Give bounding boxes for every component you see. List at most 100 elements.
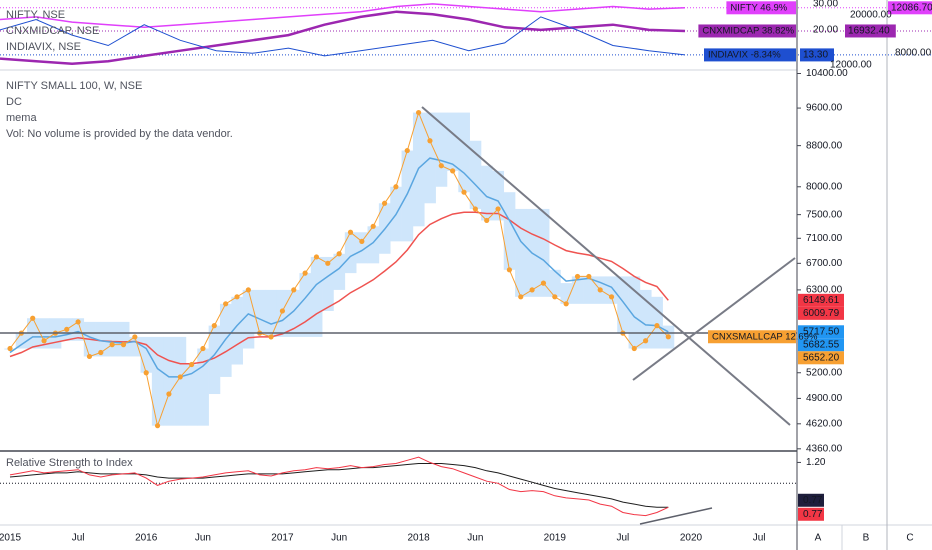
- price-dot: [574, 273, 581, 280]
- channel-band: [333, 253, 346, 290]
- price-dot: [291, 287, 297, 293]
- legend-text: NIFTY, NSE: [6, 9, 65, 21]
- channel-band: [401, 150, 414, 242]
- price-dot: [608, 294, 615, 300]
- y-tick-label: 7500.00: [806, 209, 843, 220]
- x-tick-label: Jul: [753, 533, 766, 544]
- price-dot: [461, 189, 467, 195]
- series-tag-label: CNXSMALLCAP 12.69%: [712, 331, 818, 342]
- price-dot: [643, 338, 649, 344]
- channel-band: [208, 325, 221, 395]
- y-tick-label: 6300.00: [806, 285, 843, 296]
- channel-band: [299, 273, 312, 337]
- price-dot: [98, 349, 104, 356]
- channel-band: [537, 208, 550, 297]
- x-tick-label: 2019: [544, 533, 567, 544]
- price-dot: [30, 315, 36, 321]
- pane-button[interactable]: B: [863, 533, 870, 544]
- y-tick-label: 7100.00: [806, 233, 843, 244]
- legend-text: DC: [6, 96, 22, 108]
- channel-band: [106, 321, 119, 357]
- x-tick-label: 2017: [271, 533, 294, 544]
- value-tag-label: 12086.70: [891, 2, 932, 13]
- value-tag: [798, 493, 824, 507]
- x-tick-label: 2018: [407, 533, 430, 544]
- price-dot: [75, 319, 81, 325]
- price-dot: [7, 345, 13, 352]
- price-dot: [631, 345, 637, 352]
- legend-text: CNXMIDCAP, NSE: [6, 25, 99, 37]
- price-dot: [336, 251, 342, 257]
- price-dot: [154, 423, 161, 429]
- y-tick-label: 9600.00: [806, 103, 843, 114]
- channel-band: [310, 256, 323, 337]
- price-dot: [86, 353, 93, 360]
- y-tick-label: 1.20: [806, 457, 826, 468]
- x-tick-label: 2015: [0, 533, 22, 544]
- channel-band: [481, 165, 493, 221]
- price-tag: [798, 293, 844, 307]
- channel-band: [95, 321, 107, 357]
- price-dot: [665, 334, 671, 340]
- channel-band: [140, 336, 153, 373]
- pane-button[interactable]: A: [815, 533, 822, 544]
- value-tag-label: 13.30: [803, 50, 828, 61]
- channel-band: [617, 276, 629, 334]
- channel-band: [605, 276, 618, 304]
- price-tag: [798, 338, 844, 352]
- price-dot: [41, 338, 47, 344]
- value-tag: [888, 1, 932, 15]
- ema-line: [9, 157, 669, 378]
- trend-line: [639, 507, 713, 525]
- chart-title: Relative Strength to Index: [6, 457, 133, 469]
- channel-band: [265, 289, 278, 337]
- series-tag-label: CNXMIDCAP 38.82%: [702, 25, 794, 36]
- price-dot: [654, 323, 660, 329]
- pane-button[interactable]: C: [906, 533, 913, 544]
- compare-line: [0, 3, 686, 29]
- channel-band: [231, 296, 243, 365]
- value-tag-label: 0.77: [803, 495, 823, 506]
- y-tick-label: 20.00: [813, 25, 838, 36]
- legend-text: mema: [6, 112, 37, 124]
- axis-label: 12000.00: [830, 60, 872, 71]
- value-tag-label: 0.77: [803, 509, 823, 520]
- price-dot: [381, 200, 388, 206]
- price-dot: [109, 342, 115, 348]
- price-dot: [495, 206, 501, 212]
- channel-band: [560, 283, 573, 304]
- y-tick-label: 4620.00: [806, 418, 843, 429]
- channel-band: [185, 364, 198, 426]
- channel-band: [356, 232, 368, 264]
- channel-band: [435, 112, 448, 187]
- main-layer: [0, 3, 686, 517]
- price-tag-label: 6149.61: [803, 295, 840, 306]
- trend-line: [632, 257, 796, 381]
- channel-band: [492, 170, 505, 221]
- legend-text: Vol: No volume is provided by the data v…: [6, 128, 233, 140]
- x-tick-label: Jul: [617, 533, 630, 544]
- channel-band: [129, 336, 141, 357]
- y-tick-label: 6700.00: [806, 258, 843, 269]
- axis-label: 20000.00: [850, 10, 892, 21]
- price-dot: [211, 323, 217, 329]
- price-dot: [450, 168, 456, 174]
- price-dot: [540, 280, 547, 286]
- price-dot: [200, 345, 206, 352]
- channel-band: [583, 276, 595, 304]
- channel-band: [515, 208, 527, 297]
- channel-band: [322, 256, 334, 311]
- axis-label: 8000.00: [895, 48, 932, 59]
- price-tag: [798, 306, 844, 320]
- price-tag: [798, 351, 844, 365]
- price-tag-label: 5682.55: [803, 339, 840, 350]
- channel-band: [15, 333, 28, 349]
- channel-band: [242, 289, 255, 349]
- channel-band: [117, 321, 130, 357]
- value-tag-label: 16932.40: [848, 26, 890, 37]
- trend-line: [421, 106, 791, 426]
- channel-band: [651, 296, 663, 349]
- price-dot: [416, 109, 422, 116]
